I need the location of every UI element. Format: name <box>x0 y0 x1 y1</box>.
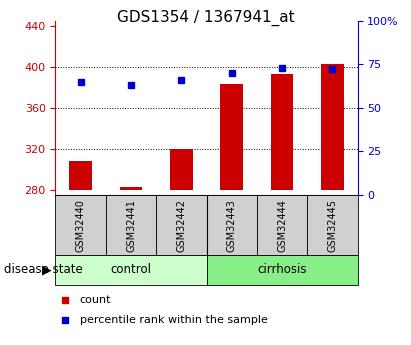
Bar <box>206 195 257 255</box>
Bar <box>120 187 142 190</box>
Text: GDS1354 / 1367941_at: GDS1354 / 1367941_at <box>117 10 294 26</box>
Bar <box>220 84 243 190</box>
Text: GSM32445: GSM32445 <box>328 199 337 252</box>
Bar <box>106 195 156 255</box>
Text: GSM32440: GSM32440 <box>76 199 85 252</box>
Bar <box>321 64 344 190</box>
Bar <box>307 195 358 255</box>
Text: disease state: disease state <box>4 264 83 276</box>
Bar <box>55 195 106 255</box>
Bar <box>271 74 293 190</box>
Bar <box>55 255 206 285</box>
Bar <box>257 195 307 255</box>
Text: control: control <box>111 264 152 276</box>
Text: count: count <box>80 295 111 305</box>
Bar <box>69 161 92 190</box>
Text: cirrhosis: cirrhosis <box>257 264 307 276</box>
Bar <box>156 195 206 255</box>
Text: percentile rank within the sample: percentile rank within the sample <box>80 315 268 325</box>
Bar <box>170 149 193 190</box>
Text: GSM32441: GSM32441 <box>126 199 136 252</box>
Text: GSM32443: GSM32443 <box>227 199 237 252</box>
Text: GSM32442: GSM32442 <box>176 199 186 252</box>
Text: ▶: ▶ <box>42 264 52 276</box>
Bar <box>206 255 358 285</box>
Text: GSM32444: GSM32444 <box>277 199 287 252</box>
